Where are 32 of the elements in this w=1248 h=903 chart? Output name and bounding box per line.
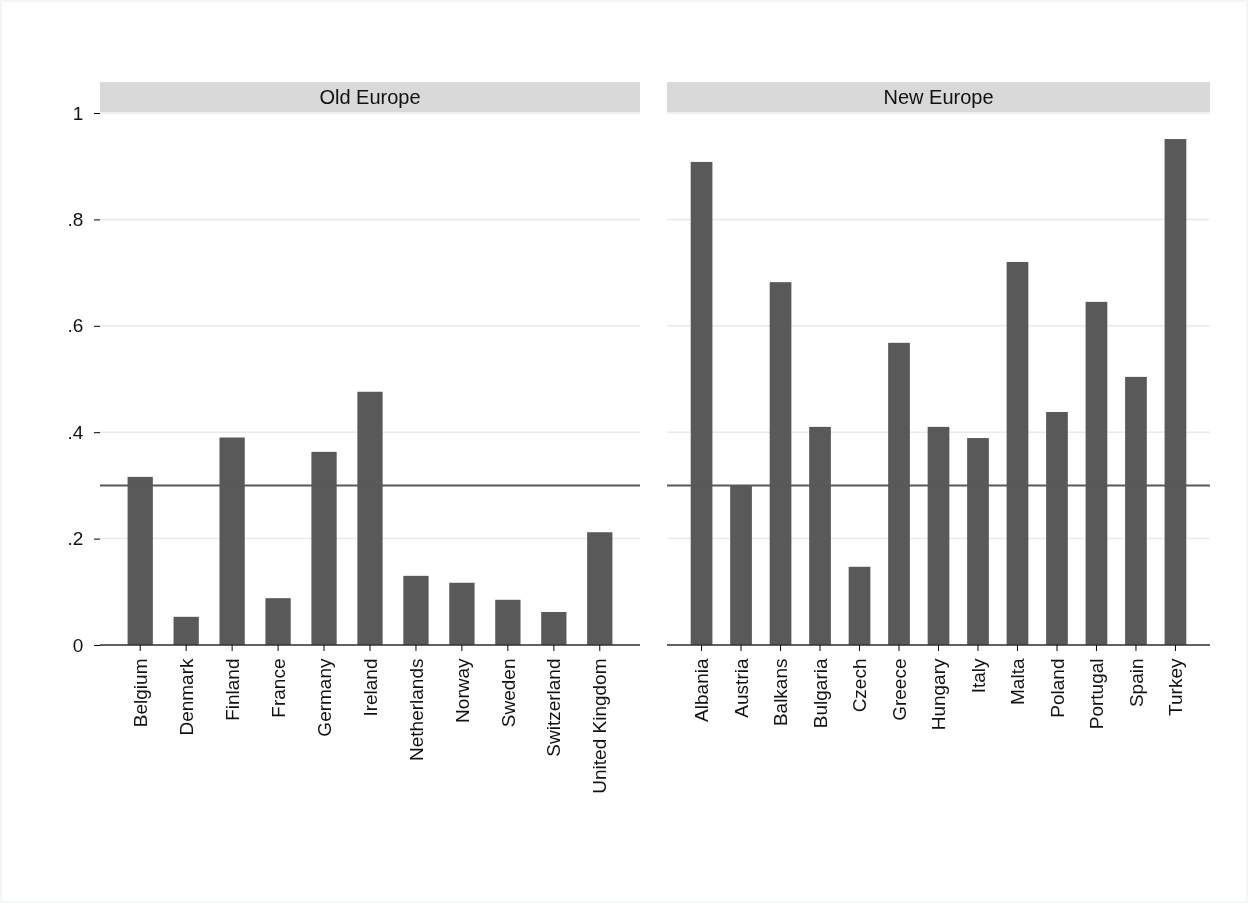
- y-tick-label: 1: [72, 102, 84, 124]
- x-tick-label: Denmark: [175, 658, 197, 736]
- x-tick-label: Finland: [221, 658, 243, 721]
- x-tick-label: Belgium: [129, 658, 151, 728]
- y-tick-label: .2: [67, 528, 84, 550]
- y-tick-label: .8: [67, 208, 84, 230]
- x-tick-label: Germany: [313, 658, 335, 737]
- x-tick-label: Greece: [888, 658, 910, 721]
- x-tick-label: Hungary: [928, 658, 950, 731]
- x-tick-label: Portugal: [1086, 658, 1108, 730]
- x-tick-label: Malta: [1007, 658, 1029, 705]
- x-tick-label: Bulgaria: [809, 658, 831, 729]
- x-tick-label: Netherlands: [405, 658, 427, 761]
- x-tick-label: Norway: [451, 658, 473, 723]
- x-tick-label: Balkans: [770, 658, 792, 727]
- x-tick-label: Czech: [849, 658, 871, 713]
- x-tick-label: Switzerland: [543, 658, 565, 757]
- x-tick-label: United Kingdom: [589, 658, 611, 794]
- x-tick-label: Italy: [967, 658, 989, 694]
- y-tick-label: .4: [67, 421, 84, 443]
- x-tick-label: Austria: [730, 658, 752, 718]
- x-tick-label: Poland: [1046, 658, 1068, 718]
- x-tick-label: Albania: [691, 658, 713, 722]
- y-tick-label: 0: [72, 634, 84, 656]
- x-tick-label: Spain: [1125, 658, 1147, 708]
- x-tick-label: Ireland: [359, 658, 381, 717]
- chart-title: Old Europe: [319, 86, 421, 108]
- x-tick-label: France: [267, 658, 289, 718]
- x-tick-label: Turkey: [1165, 658, 1187, 716]
- y-tick-label: .6: [67, 315, 84, 337]
- x-tick-label: Sweden: [497, 658, 519, 728]
- chart-title: New Europe: [883, 86, 994, 108]
